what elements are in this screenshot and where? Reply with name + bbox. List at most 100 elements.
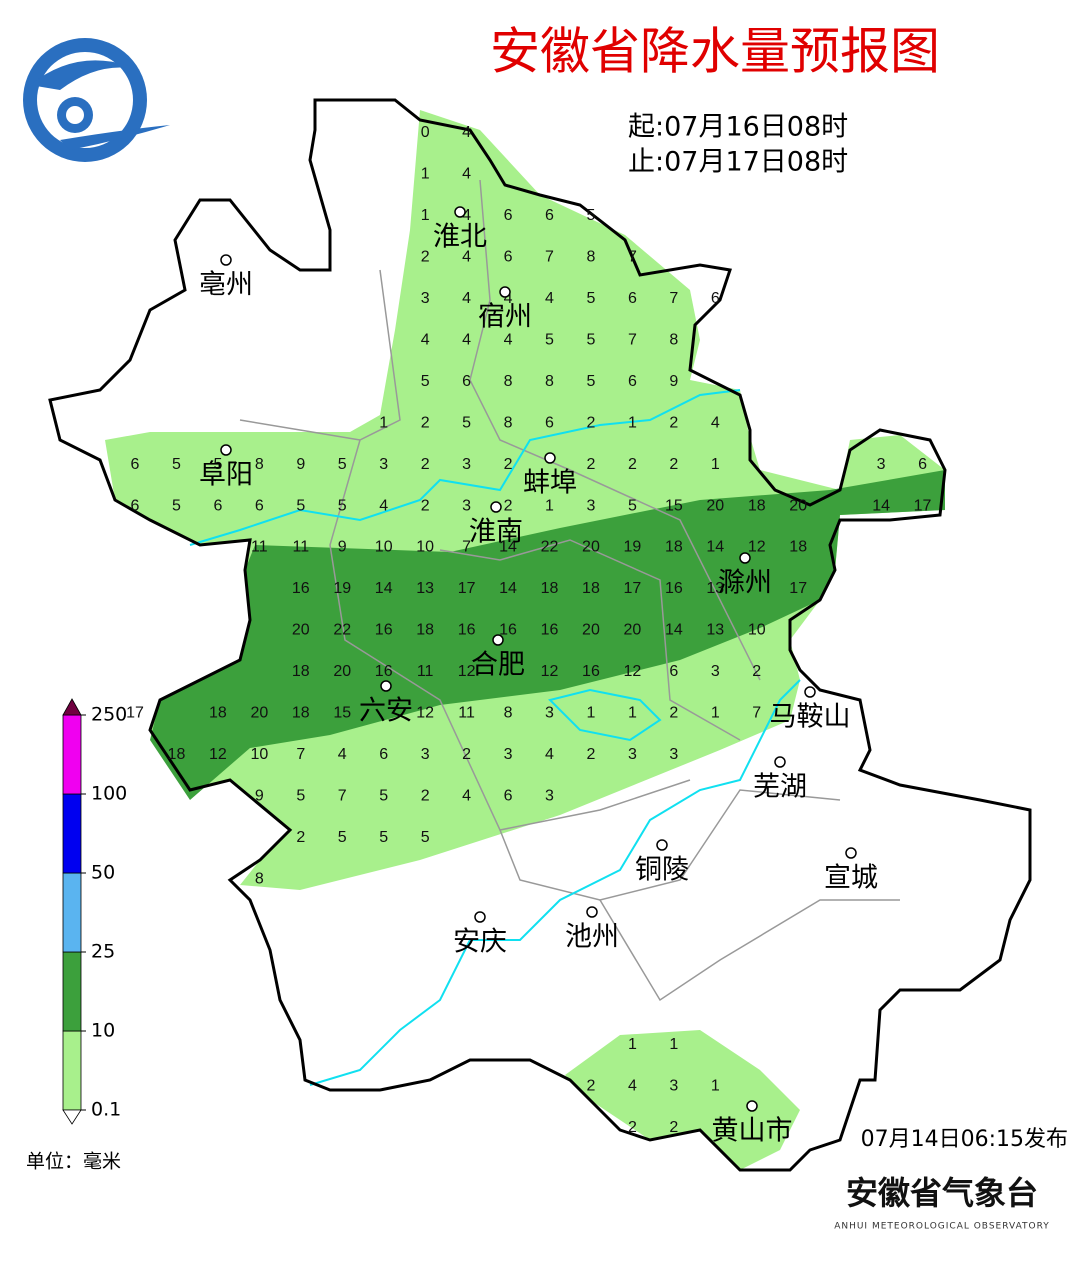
legend-swatch	[62, 793, 82, 874]
grid-value: 16	[458, 622, 476, 639]
grid-value: 6	[711, 290, 720, 307]
grid-value: 14	[872, 497, 890, 514]
city-dot	[490, 501, 502, 513]
grid-value: 3	[628, 746, 637, 763]
grid-value: 3	[669, 1078, 678, 1095]
grid-value: 10	[375, 539, 393, 556]
grid-value: 19	[333, 580, 351, 597]
grid-value: 1	[669, 1036, 678, 1053]
grid-value: 3	[545, 787, 554, 804]
grid-value: 4	[462, 249, 471, 266]
grid-value: 4	[462, 331, 471, 348]
grid-value: 3	[379, 456, 388, 473]
grid-value: 17	[458, 580, 476, 597]
grid-value: 4	[462, 290, 471, 307]
city-dot	[804, 686, 816, 698]
grid-value: 14	[706, 539, 724, 556]
grid-value: 7	[545, 249, 554, 266]
grid-value: 6	[131, 497, 140, 514]
grid-value: 2	[669, 414, 678, 431]
grid-value: 0	[421, 124, 430, 141]
grid-value: 15	[333, 705, 351, 722]
grid-value: 2	[421, 787, 430, 804]
grid-value: 17	[789, 580, 807, 597]
city-name: 马鞍山	[770, 702, 851, 733]
grid-value: 20	[292, 622, 310, 639]
grid-value: 5	[379, 787, 388, 804]
legend-swatch	[62, 951, 82, 1032]
grid-value: 4	[711, 414, 720, 431]
title: 安徽省降水量预报图	[490, 23, 940, 81]
city-name: 芜湖	[753, 772, 807, 803]
grid-value: 8	[669, 331, 678, 348]
grid-value: 10	[416, 539, 434, 556]
grid-value: 17	[914, 497, 932, 514]
forecast-grid: 0 41 41 4 6 6 52 4 6 7 8 73 4 4 4 5 6 7 64 4 4 5 5 7 85 6 8 8 5 6 91 2 5…	[126, 124, 931, 1136]
grid-value: 20	[333, 663, 351, 680]
grid-value: 2	[628, 1119, 637, 1136]
city-name: 淮北	[433, 222, 487, 253]
grid-value: 2	[752, 663, 761, 680]
grid-value: 6	[379, 746, 388, 763]
grid-value: 8	[504, 373, 513, 390]
grid-value: 14	[375, 580, 393, 597]
grid-value: 12	[416, 705, 434, 722]
grid-value: 2	[421, 456, 430, 473]
grid-value: 4	[628, 1078, 637, 1095]
grid-value: 2	[421, 414, 430, 431]
grid-value: 5	[586, 373, 595, 390]
grid-value: 5	[172, 456, 181, 473]
grid-value: 6	[628, 290, 637, 307]
period-end: 止:07月17日08时	[628, 147, 848, 178]
grid-value: 2	[586, 1078, 595, 1095]
grid-value: 8	[255, 870, 264, 887]
legend-under	[62, 1109, 82, 1125]
grid-value: 18	[209, 705, 227, 722]
grid-value: 1	[711, 705, 720, 722]
grid-value: 5	[586, 207, 595, 224]
grid-value: 22	[333, 622, 351, 639]
city-name: 蚌埠	[523, 468, 577, 499]
grid-value: 4	[338, 746, 347, 763]
grid-value: 4	[379, 497, 388, 514]
grid-value: 8	[255, 456, 264, 473]
grid-value: 5	[586, 331, 595, 348]
grid-value: 2	[586, 746, 595, 763]
grid-value: 11	[292, 539, 309, 556]
grid-value: 4	[421, 331, 430, 348]
grid-value: 5	[338, 829, 347, 846]
legend-swatch	[62, 872, 82, 953]
city-dot	[845, 847, 857, 859]
legend-label: 250	[91, 704, 127, 726]
grid-value: 7	[752, 705, 761, 722]
grid-value: 5	[462, 414, 471, 431]
grid-value: 18	[789, 539, 807, 556]
grid-value: 4	[462, 207, 471, 224]
grid-value: 17	[126, 705, 144, 722]
grid-value: 5	[545, 331, 554, 348]
grid-value: 5	[296, 787, 305, 804]
grid-value: 6	[669, 663, 678, 680]
grid-value: 5	[172, 497, 181, 514]
light-rain-area	[565, 1030, 800, 1170]
grid-value: 20	[789, 497, 807, 514]
grid-value: 11	[251, 539, 268, 556]
grid-value: 5	[296, 497, 305, 514]
period-start: 起:07月16日08时	[628, 112, 848, 143]
grid-value: 9	[338, 539, 347, 556]
legend-unit: 单位：毫米	[26, 1151, 121, 1173]
grid-value: 2	[586, 414, 595, 431]
grid-value: 4	[462, 166, 471, 183]
grid-value: 1	[379, 414, 388, 431]
grid-value: 3	[462, 456, 471, 473]
grid-value: 4	[462, 124, 471, 141]
grid-value: 22	[541, 539, 559, 556]
grid-value: 6	[255, 497, 264, 514]
grid-value: 1	[421, 207, 430, 224]
grid-value: 14	[499, 539, 517, 556]
city-name: 宣城	[824, 863, 878, 894]
grid-value: 2	[586, 456, 595, 473]
grid-value: 6	[504, 249, 513, 266]
grid-value: 9	[669, 373, 678, 390]
grid-value: 2	[669, 705, 678, 722]
